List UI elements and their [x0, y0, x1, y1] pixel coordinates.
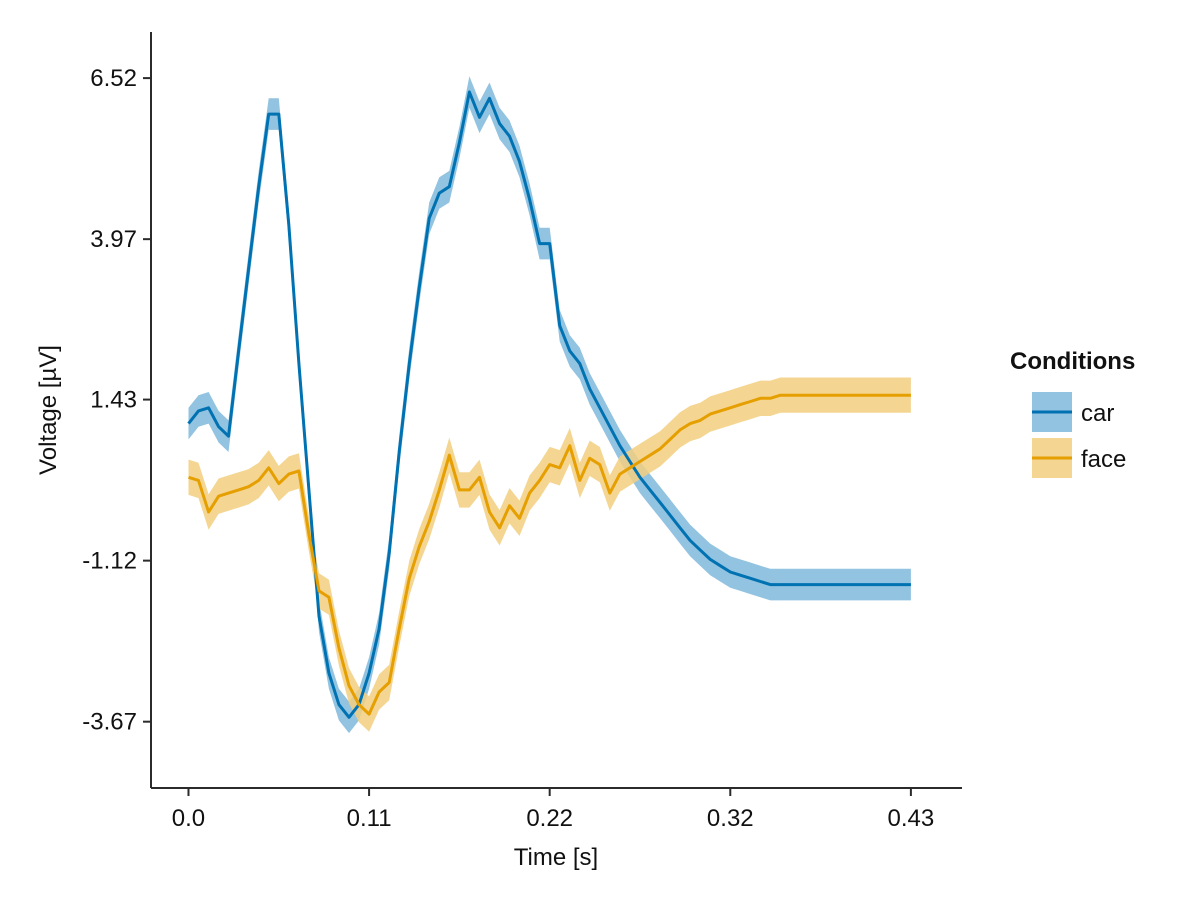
y-tick-label: 1.43: [90, 387, 137, 414]
y-tick-label: 6.52: [90, 65, 137, 92]
plot-area: [187, 76, 911, 734]
legend: Conditions car face: [1010, 348, 1135, 478]
line-car: [187, 90, 911, 719]
band-car: [188, 76, 911, 734]
x-axis-ticks: 0.0 0.11 0.22 0.32 0.43: [172, 788, 934, 832]
x-tick-label: 0.0: [172, 805, 205, 832]
y-axis-ticks: -3.67 -1.12 1.43 3.97 6.52: [82, 65, 151, 736]
legend-label-face: face: [1081, 446, 1126, 473]
legend-label-car: car: [1081, 400, 1114, 427]
x-tick-label: 0.11: [347, 805, 392, 832]
band-face: [188, 377, 911, 732]
y-tick-label: -1.12: [82, 548, 137, 575]
x-tick-label: 0.43: [888, 805, 935, 832]
y-axis-title: Voltage [µV]: [35, 345, 62, 475]
confidence-bands: [188, 76, 911, 734]
x-tick-label: 0.22: [526, 805, 573, 832]
y-tick-label: 3.97: [90, 226, 137, 253]
legend-title: Conditions: [1010, 348, 1135, 375]
x-tick-label: 0.32: [707, 805, 754, 832]
line-face: [188, 393, 911, 716]
series-lines: [187, 90, 911, 719]
x-axis-title: Time [s]: [514, 844, 598, 871]
y-tick-label: -3.67: [82, 709, 137, 736]
